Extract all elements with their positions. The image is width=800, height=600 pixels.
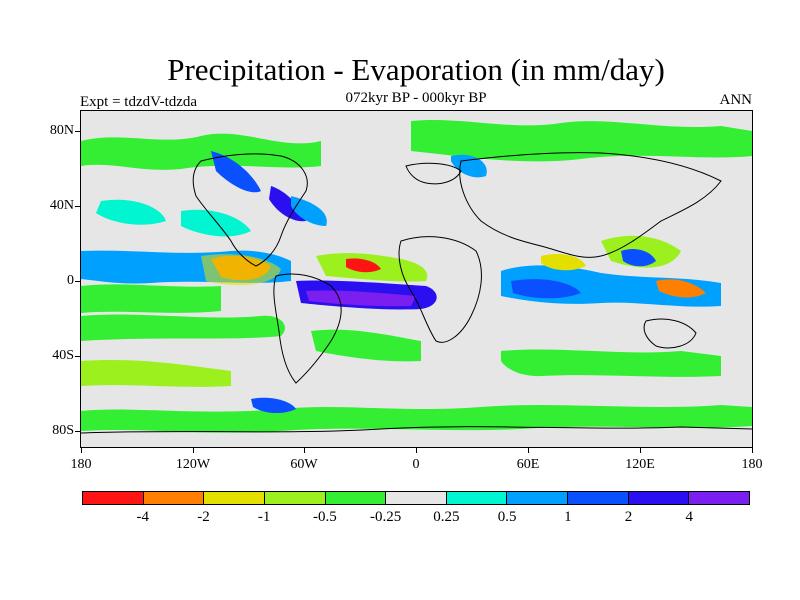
lat-tick: [75, 131, 80, 132]
lon-label: 180: [741, 457, 763, 472]
colorbar-swatch: [628, 492, 690, 504]
lat-tick: [75, 356, 80, 357]
lon-tick: [416, 448, 417, 453]
colorbar-label: 0.25: [433, 509, 460, 525]
plot-subtitle: 072kyr BP - 000kyr BP: [345, 90, 487, 106]
colorbar-swatch: [264, 492, 326, 504]
colorbar-swatch: [204, 492, 265, 504]
precip-evap-map: [81, 111, 752, 447]
lat-label: 80N: [49, 123, 74, 138]
lon-tick: [81, 448, 82, 453]
colorbar-swatch: [83, 492, 144, 504]
colorbar-swatch: [689, 492, 750, 504]
lon-label: 180: [70, 457, 92, 472]
colorbar: [82, 491, 750, 505]
lon-tick: [640, 448, 641, 453]
colorbar-label: 4: [685, 509, 694, 525]
colorbar-swatch: [325, 492, 387, 504]
colorbar-swatch: [143, 492, 205, 504]
colorbar-label: -4: [136, 509, 149, 525]
lon-tick: [752, 448, 753, 453]
experiment-label: Expt = tdzdV-tdzda: [80, 94, 198, 110]
colorbar-swatch: [568, 492, 629, 504]
colorbar-label: -1: [257, 509, 271, 525]
lat-label: 40S: [52, 348, 74, 363]
lat-label: 0: [67, 273, 74, 288]
lon-tick: [304, 448, 305, 453]
season-label: ANN: [719, 92, 753, 108]
lat-label: 40N: [49, 198, 74, 213]
lon-label: 120W: [175, 457, 211, 472]
lon-tick: [528, 448, 529, 453]
colorbar-label: 0.5: [497, 509, 517, 525]
colorbar-label: -0.25: [370, 509, 402, 525]
lat-tick: [75, 431, 80, 432]
map-panel: [80, 110, 753, 448]
colorbar-swatch: [386, 492, 447, 504]
lat-tick: [75, 206, 80, 207]
lon-label: 0: [412, 457, 420, 472]
lon-label: 120E: [625, 457, 655, 472]
colorbar-label: 2: [624, 509, 633, 525]
plot-title: Precipitation - Evaporation (in mm/day): [167, 52, 665, 87]
colorbar-swatch: [507, 492, 569, 504]
colorbar-swatch: [446, 492, 508, 504]
colorbar-label: -2: [197, 509, 210, 525]
lon-tick: [193, 448, 194, 453]
colorbar-label: -0.5: [313, 509, 337, 525]
lat-label: 80S: [52, 423, 74, 438]
lon-label: 60W: [290, 457, 318, 472]
lat-tick: [75, 281, 80, 282]
colorbar-label: 1: [564, 509, 572, 525]
lon-label: 60E: [516, 457, 540, 472]
